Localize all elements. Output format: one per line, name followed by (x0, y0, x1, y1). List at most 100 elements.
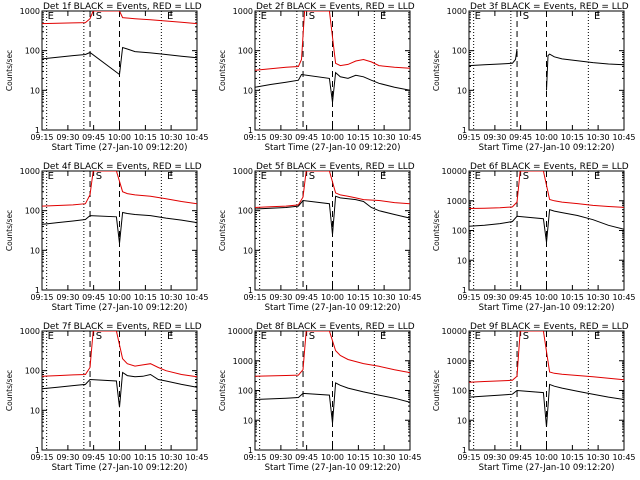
x-tick-label: 09:15 (243, 133, 266, 142)
y-tick-label: 10 (30, 86, 40, 95)
x-tick-label: 09:30 (56, 133, 79, 142)
time-marker-label: S (523, 171, 529, 182)
x-axis-label: Start Time (27-Jan-10 09:12:20) (265, 143, 401, 153)
x-tick-label: 10:30 (587, 133, 610, 142)
y-tick-label: 1000 (20, 7, 40, 16)
y-tick-label: 1 (462, 286, 467, 295)
series-group (42, 331, 197, 408)
x-tick-label: 10:00 (108, 453, 131, 462)
lld-series-line (469, 331, 624, 383)
x-tick-label: 09:45 (295, 133, 318, 142)
y-axis-label: Counts/sec (218, 370, 227, 411)
x-tick-label: 10:15 (347, 293, 370, 302)
x-tick-label: 09:30 (269, 453, 292, 462)
x-tick-label: 09:45 (295, 293, 318, 302)
y-tick-label: 1000 (447, 357, 467, 366)
y-tick-label: 10 (243, 246, 253, 255)
y-tick-label: 1000 (447, 7, 467, 16)
panel-title: Det 1f BLACK = Events, RED = LLD (43, 2, 202, 12)
panel-title: Det 5f BLACK = Events, RED = LLD (256, 162, 415, 172)
x-tick-label: 10:00 (535, 133, 558, 142)
time-marker-label: E (594, 331, 600, 342)
lld-series-line (42, 11, 197, 25)
x-tick-label: 09:45 (509, 293, 532, 302)
time-marker-label: E (594, 11, 600, 22)
y-tick-label: 1 (462, 446, 467, 455)
y-tick-label: 1 (35, 126, 40, 135)
time-marker-label: S (96, 331, 102, 342)
y-axis-label: Counts/sec (5, 370, 14, 411)
x-axis-label: Start Time (27-Jan-10 09:12:20) (479, 463, 615, 473)
y-tick-label: 1000 (233, 357, 253, 366)
y-tick-label: 1000 (447, 197, 467, 206)
x-tick-label: 09:30 (269, 293, 292, 302)
x-tick-label: 09:15 (30, 133, 53, 142)
y-tick-label: 100 (25, 207, 40, 216)
x-axis-label: Start Time (27-Jan-10 09:12:20) (265, 463, 401, 473)
time-marker-label: E (48, 331, 54, 342)
x-tick-label: 10:30 (160, 133, 183, 142)
y-tick-label: 1000 (20, 327, 40, 336)
time-marker-label: E (167, 171, 173, 182)
detector-panel-3: Det 3f BLACK = Events, RED = LLD 1 10 100 10… (432, 2, 636, 153)
time-marker-label: E (475, 11, 481, 22)
x-tick-label: 09:15 (243, 453, 266, 462)
y-axis-label: Counts/sec (218, 210, 227, 251)
time-marker-label: S (523, 11, 529, 22)
x-tick-label: 10:30 (373, 453, 396, 462)
events-series-line (546, 53, 624, 91)
time-marker-label: E (48, 11, 54, 22)
y-tick-label: 100 (452, 227, 467, 236)
y-tick-label: 1 (248, 126, 253, 135)
time-marker-label: S (96, 11, 102, 22)
y-tick-label: 10 (243, 86, 253, 95)
series-group (469, 171, 624, 243)
x-tick-label: 10:15 (561, 453, 584, 462)
x-tick-label: 10:15 (561, 133, 584, 142)
x-tick-label: 10:00 (108, 133, 131, 142)
series-group (42, 11, 197, 76)
x-tick-label: 10:15 (347, 133, 370, 142)
time-marker-label: E (261, 171, 267, 182)
time-marker-label: S (309, 11, 315, 22)
time-marker-label: E (167, 331, 173, 342)
y-axis-label: Counts/sec (5, 50, 14, 91)
y-tick-label: 10 (457, 416, 467, 425)
x-tick-label: 10:45 (612, 453, 635, 462)
y-axis-label: Counts/sec (432, 210, 441, 251)
y-tick-label: 100 (238, 47, 253, 56)
y-axis-label: Counts/sec (218, 50, 227, 91)
lld-series-line (255, 331, 410, 377)
x-tick-label: 09:15 (243, 293, 266, 302)
x-axis-label: Start Time (27-Jan-10 09:12:20) (52, 143, 188, 153)
x-axis-label: Start Time (27-Jan-10 09:12:20) (52, 463, 188, 473)
events-series-line (255, 195, 410, 235)
panel-title: Det 7f BLACK = Events, RED = LLD (43, 322, 202, 332)
x-tick-label: 09:45 (82, 453, 105, 462)
time-marker-label: E (261, 331, 267, 342)
x-tick-label: 09:15 (30, 293, 53, 302)
time-marker-label: E (380, 171, 386, 182)
time-marker-label: E (167, 11, 173, 22)
detector-panel-5: Det 5f BLACK = Events, RED = LLD 1 10 100 10… (218, 162, 422, 313)
events-series-line (469, 48, 518, 67)
time-marker-label: E (48, 171, 54, 182)
x-tick-label: 10:15 (134, 453, 157, 462)
y-tick-label: 100 (452, 387, 467, 396)
x-tick-label: 10:00 (321, 453, 344, 462)
y-tick-label: 10 (30, 246, 40, 255)
events-series-line (42, 371, 197, 408)
y-tick-label: 10 (457, 256, 467, 265)
time-marker-label: E (475, 171, 481, 182)
detector-panel-1: Det 1f BLACK = Events, RED = LLD 1 10 100 10… (5, 2, 209, 153)
x-tick-label: 09:30 (56, 453, 79, 462)
time-marker-label: E (380, 11, 386, 22)
x-tick-label: 09:45 (509, 133, 532, 142)
time-marker-label: E (475, 331, 481, 342)
series-group (42, 171, 197, 244)
events-series-line (42, 46, 197, 76)
y-tick-label: 10000 (228, 327, 253, 336)
detector-panel-6: Det 6f BLACK = Events, RED = LLD 1 10 100 10… (432, 162, 636, 313)
y-tick-label: 10 (457, 86, 467, 95)
series-group (469, 331, 624, 427)
